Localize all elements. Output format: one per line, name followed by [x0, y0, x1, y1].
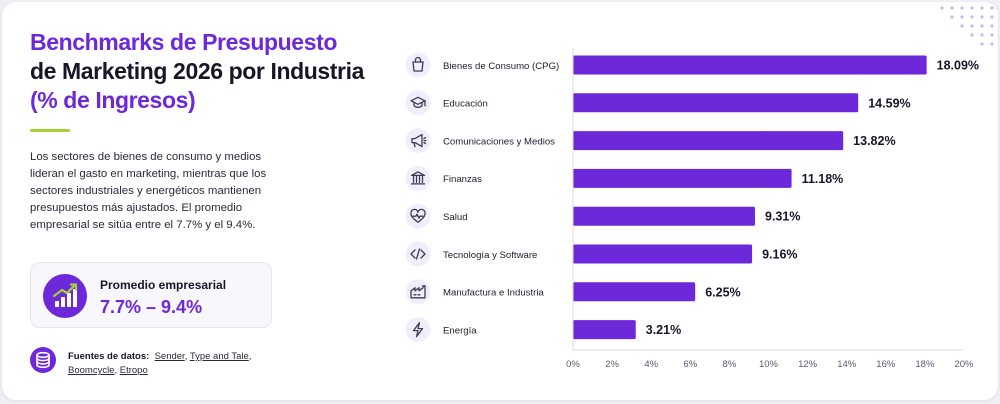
bar-salud — [573, 206, 756, 226]
bar-educacion — [573, 93, 859, 113]
factory-icon-background — [405, 279, 431, 305]
bank-icon-glyph — [410, 171, 426, 185]
bar-energia — [573, 320, 636, 340]
title-underline — [30, 129, 70, 132]
category-label-salud: Salud — [443, 212, 468, 223]
code-icon-glyph — [410, 248, 426, 260]
value-label-energia: 3.21% — [646, 323, 681, 337]
lightning-icon-glyph — [412, 321, 424, 338]
sources-label: Fuentes de datos: — [68, 351, 150, 362]
x-tick-label-8: 8% — [723, 359, 737, 370]
category-label-manufactura-e-industria: Manufactura e Industria — [443, 288, 544, 299]
heart-pulse-icon — [405, 203, 431, 229]
value-label-educacion: 14.59% — [868, 96, 910, 110]
graduation-cap-icon-glyph — [410, 96, 426, 108]
shopping-bag-icon-background — [405, 52, 431, 78]
category-label-tecnologia-y-software: Tecnología y Software — [443, 250, 537, 261]
graduation-cap-icon-background — [405, 90, 431, 116]
source-link-sender[interactable]: Sender — [154, 351, 185, 362]
lightning-icon-background — [405, 317, 431, 343]
bar-bienes-de-consumo-cpg — [573, 55, 927, 75]
megaphone-icon-glyph — [411, 133, 427, 148]
x-tick-label-16: 16% — [876, 359, 896, 370]
sources-text: Fuentes de datos: Sender, Type and Tale,… — [68, 351, 252, 376]
source-link-boomcycle[interactable]: Boomcycle — [68, 365, 115, 376]
factory-icon-glyph — [410, 285, 426, 299]
value-label-tecnologia-y-software: 9.16% — [762, 248, 797, 262]
x-tick-label-0: 0% — [566, 359, 580, 370]
x-tick-label-4: 4% — [644, 359, 658, 370]
value-label-salud: 9.31% — [765, 210, 800, 224]
description-text: Los sectores de bienes de consumo y medi… — [30, 151, 267, 231]
category-label-educacion: Educación — [443, 99, 488, 110]
average-value: 7.7% – 9.4% — [100, 297, 203, 317]
bank-icon-background — [405, 165, 431, 191]
factory-icon — [405, 279, 431, 305]
decorative-dots — [940, 6, 994, 46]
category-label-comunicaciones-y-medios: Comunicaciones y Medios — [443, 136, 555, 147]
title-line-1: Benchmarks de Presupuesto — [30, 29, 338, 55]
megaphone-icon — [405, 128, 431, 154]
x-tick-label-2: 2% — [605, 359, 619, 370]
x-tick-label-6: 6% — [683, 359, 697, 370]
page-title: Benchmarks de Presupuesto de Marketing 2… — [30, 28, 375, 115]
category-label-finanzas: Finanzas — [443, 174, 482, 185]
code-icon — [405, 241, 431, 267]
heart-pulse-icon-glyph — [410, 208, 426, 223]
average-label: Promedio empresarial — [100, 278, 227, 292]
x-tick-label-18: 18% — [915, 359, 935, 370]
bar-tecnologia-y-software — [573, 244, 753, 264]
category-label-bienes-de-consumo-cpg: Bienes de Consumo (CPG) — [443, 61, 559, 72]
x-tick-label-20: 20% — [954, 359, 974, 370]
bar-comunicaciones-y-medios — [573, 131, 844, 151]
left-panel: Benchmarks de Presupuesto de Marketing 2… — [30, 28, 375, 234]
database-icon — [30, 347, 56, 373]
bank-icon — [405, 165, 431, 191]
growth-chart-icon — [43, 274, 87, 318]
x-tick-label-14: 14% — [837, 359, 857, 370]
source-link-type-and-tale[interactable]: Type and Tale — [189, 351, 249, 362]
value-label-finanzas: 11.18% — [802, 172, 844, 186]
shopping-bag-icon-glyph — [412, 56, 424, 72]
value-label-bienes-de-consumo-cpg: 18.09% — [937, 59, 979, 73]
title-line-2: de Marketing 2026 por Industria — [30, 58, 364, 84]
value-label-comunicaciones-y-medios: 13.82% — [853, 134, 895, 148]
category-label-energia: Energía — [443, 325, 477, 336]
shopping-bag-icon — [405, 52, 431, 78]
bar-finanzas — [573, 168, 792, 188]
x-tick-label-10: 10% — [759, 359, 779, 370]
bar-manufactura-e-industria — [573, 282, 696, 302]
source-link-etropo[interactable]: Etropo — [119, 365, 148, 376]
value-label-manufactura-e-industria: 6.25% — [705, 285, 740, 299]
graduation-cap-icon — [405, 90, 431, 116]
average-box: Promedio empresarial 7.7% – 9.4% — [30, 262, 272, 328]
x-tick-label-12: 12% — [798, 359, 818, 370]
title-line-3: (% de Ingresos) — [30, 87, 196, 113]
megaphone-icon-background — [405, 128, 431, 154]
lightning-icon — [405, 317, 431, 343]
